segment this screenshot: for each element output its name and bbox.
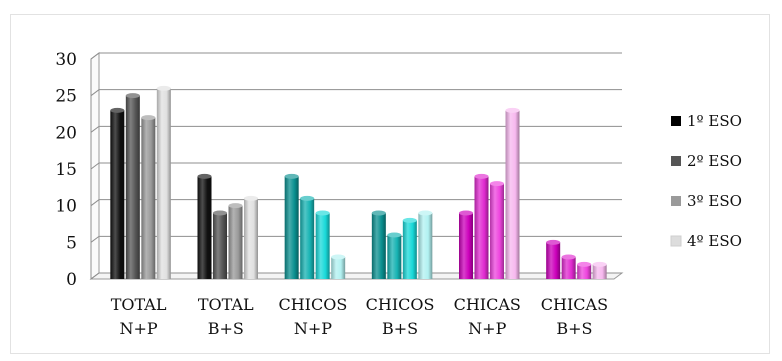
x-tick-label: CHICOS [278,295,347,314]
bar [371,213,386,279]
x-tick-label: B+S [208,319,244,338]
x-tick-label: TOTAL [198,295,254,314]
bar-top [387,232,402,238]
gridlines [90,52,622,280]
y-axis: 0 5 10 15 20 25 30 [55,50,92,290]
legend-swatch [671,196,681,206]
x-tick-label: B+S [382,319,418,338]
bar [490,183,504,279]
bar-top [284,173,299,179]
y-tick-label: 30 [55,50,77,70]
bar [197,176,212,279]
bar [505,110,520,279]
y-tick-label: 25 [55,87,77,107]
bar-top [546,239,561,245]
legend-swatch [671,116,681,126]
bar-top [315,210,330,216]
x-tick-label: CHICAS [454,295,521,314]
legend-label: 2º ESO [687,152,742,170]
bar [577,264,592,279]
x-tick-label: N+P [119,319,157,338]
x-tick-label: CHICOS [366,295,435,314]
legend-label: 1º ESO [687,112,742,130]
bar-top [197,173,212,179]
bar [156,88,171,279]
bar-top [244,195,258,201]
bar [331,257,346,279]
bar-top [459,210,473,216]
bar-top [371,210,386,216]
bar-top [156,85,171,91]
bar-top [331,254,346,260]
bar [418,213,433,279]
y-tick-label: 15 [55,160,77,180]
legend-swatch [670,235,682,247]
gridline [90,89,622,97]
bar-top [141,115,156,121]
bar-top [228,203,243,209]
bar [228,205,243,279]
y-tick-label: 5 [66,233,77,253]
legend-label: 4º ESO [687,232,742,250]
bar [315,213,330,279]
bar [300,198,315,279]
x-axis: TOTAL N+P TOTAL B+S CHICOS N+P CHICOS B+S CHICAS… [111,295,608,338]
bar [213,213,227,279]
gridline [90,125,622,133]
legend-label: 3º ESO [687,192,742,210]
legend-swatch [671,156,681,166]
bars [110,85,607,280]
gridline [90,235,622,243]
bar-top [110,107,125,113]
bar-top [505,107,520,113]
x-tick-label: N+P [294,319,332,338]
gridline [90,162,622,170]
gridline [90,272,622,280]
bar [402,220,417,279]
y-tick-label: 0 [66,270,77,290]
bar [387,235,402,279]
legend: 1º ESO 2º ESO 3º ESO 4º ESO [670,112,742,250]
bar [125,95,140,280]
y-tick-label: 20 [55,123,77,143]
bar-chart: 0 5 10 15 20 25 30 TOTAL N+P TOTAL B+S CHICOS N+P CH… [55,50,742,338]
x-tick-label: B+S [556,319,592,338]
bar-top [577,261,592,267]
bar [141,117,156,280]
y-tick-label: 10 [55,197,77,217]
gridline [90,52,622,60]
x-tick-label: TOTAL [111,295,167,314]
bar [459,213,473,279]
bar [284,176,299,279]
bar-top [418,210,433,216]
bar [474,176,489,279]
bar [244,198,258,279]
bar [592,264,607,279]
bar [110,110,125,279]
bar-top [592,261,607,267]
bar-top [474,173,489,179]
bar-top [300,195,315,201]
bar-top [490,181,504,187]
bar-top [213,210,227,216]
chart-container: 0 5 10 15 20 25 30 TOTAL N+P TOTAL B+S CHICOS N+P CH… [10,14,770,354]
bar-top [561,254,576,260]
x-tick-label: CHICAS [541,295,608,314]
bar-top [125,93,140,99]
gridline [90,199,622,207]
x-tick-label: N+P [468,319,506,338]
bar-top [402,217,417,223]
bar [561,257,576,279]
bar [546,242,561,279]
